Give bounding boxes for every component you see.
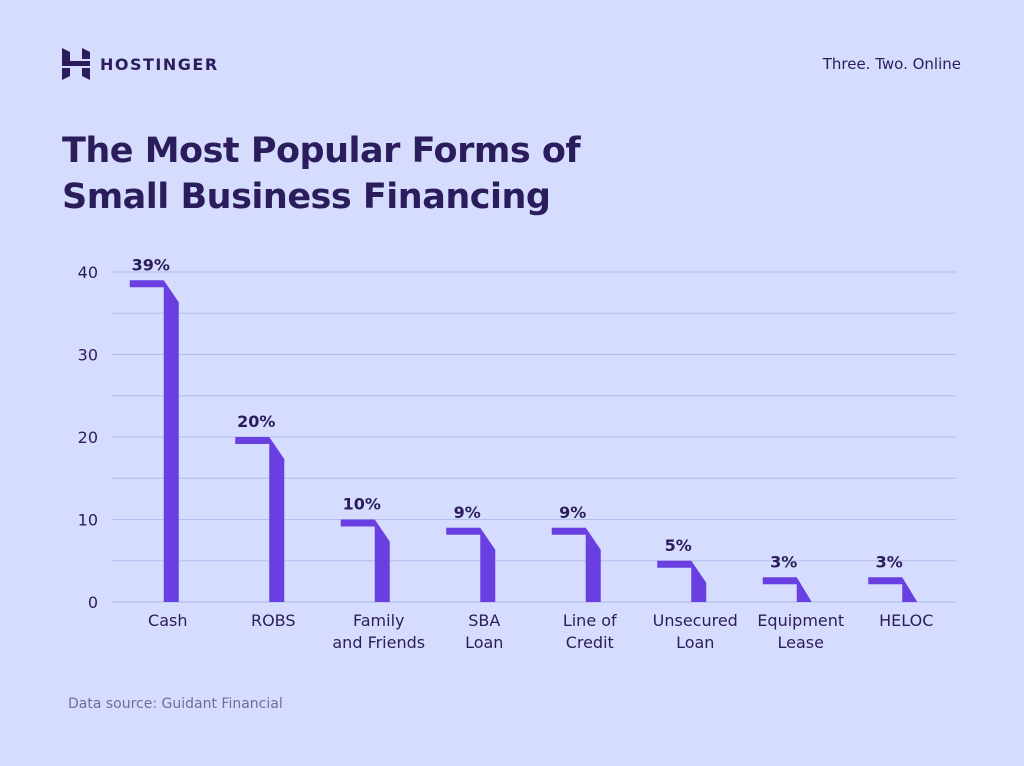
data-label: 20% xyxy=(237,412,275,431)
data-label: 5% xyxy=(665,536,692,555)
bar xyxy=(235,437,285,602)
bar xyxy=(340,519,390,602)
y-tick-label: 0 xyxy=(88,593,98,612)
brand-tagline: Three. Two. Online xyxy=(822,55,961,73)
bar xyxy=(868,577,918,602)
bar xyxy=(129,280,179,602)
bar xyxy=(551,527,601,602)
x-tick-label: Credit xyxy=(566,633,614,652)
data-label: 9% xyxy=(454,503,481,522)
x-tick-label: SBA xyxy=(468,611,500,630)
bar xyxy=(762,577,812,602)
data-label: 39% xyxy=(132,255,170,274)
data-label: 10% xyxy=(343,495,381,514)
x-tick-label: Lease xyxy=(778,633,824,652)
x-tick-label: Equipment xyxy=(757,611,844,630)
x-tick-label: Line of xyxy=(563,611,617,630)
x-tick-label: Unsecured xyxy=(653,611,738,630)
hostinger-logo-icon xyxy=(62,48,90,80)
chart-title: The Most Popular Forms of Small Business… xyxy=(62,131,581,217)
x-tick-label: HELOC xyxy=(879,611,933,630)
y-tick-label: 10 xyxy=(78,511,98,530)
data-source-note: Data source: Guidant Financial xyxy=(68,696,283,712)
y-tick-label: 30 xyxy=(78,346,98,365)
x-tick-label: ROBS xyxy=(251,611,296,630)
brand-name: HOSTINGER xyxy=(100,54,219,74)
brand-logo: HOSTINGER xyxy=(62,48,219,80)
x-tick-label: and Friends xyxy=(332,633,425,652)
x-tick-label: Loan xyxy=(676,633,714,652)
x-tick-label: Cash xyxy=(148,611,187,630)
y-tick-label: 20 xyxy=(78,428,98,447)
bar xyxy=(657,560,707,602)
x-tick-label: Family xyxy=(353,611,404,630)
bar xyxy=(446,527,496,602)
data-label: 3% xyxy=(770,552,797,571)
x-tick-label: Loan xyxy=(465,633,503,652)
data-label: 9% xyxy=(559,503,586,522)
data-label: 3% xyxy=(876,552,903,571)
y-tick-label: 40 xyxy=(78,263,98,282)
